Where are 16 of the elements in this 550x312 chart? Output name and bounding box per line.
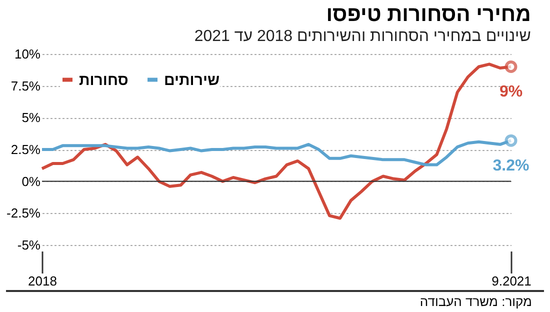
legend-label: סחורות xyxy=(79,72,128,89)
y-tick-label: -5% xyxy=(17,238,41,252)
x-tick-label: 2018 xyxy=(28,274,57,288)
y-tick-label: 5% xyxy=(22,110,41,126)
y-tick-label: 0% xyxy=(22,174,41,189)
data-label: 9% xyxy=(499,84,523,101)
x-tick-label: 9.2021 xyxy=(492,274,532,288)
data-label: 3.2% xyxy=(492,158,530,175)
chart-title: מחירי הסחורות טיפסו xyxy=(326,3,531,26)
y-tick-label: 7.5% xyxy=(10,78,41,94)
legend-label: שירותים xyxy=(164,72,220,89)
chart-subtitle: שינויים במחירי הסחורות והשירותים 2018 עד 2021 xyxy=(194,28,531,45)
text: מקור: משרד העבודה xyxy=(6,290,544,309)
y-tick-label: 10% xyxy=(14,46,41,62)
y-tick-label: 2.5% xyxy=(10,142,41,157)
y-tick-label: -2.5% xyxy=(6,206,41,221)
